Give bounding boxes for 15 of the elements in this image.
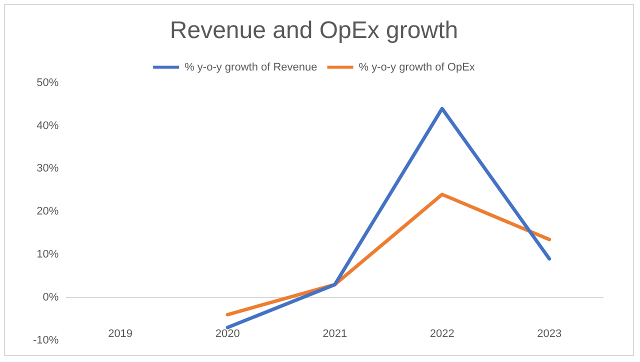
x-tick-label: 2021 [322, 328, 348, 340]
y-tick-label: 20% [36, 206, 59, 218]
x-tick-label: 2022 [430, 328, 454, 340]
x-tick-label: 2019 [108, 328, 133, 340]
legend-label: % y-o-y growth of Revenue [184, 61, 318, 74]
x-tick-label: 2020 [215, 328, 240, 340]
y-tick-label: 40% [36, 120, 59, 132]
y-tick-label: 30% [36, 162, 59, 175]
x-tick-label: 2023 [537, 328, 562, 340]
chart-title: Revenue and OpEx growth [170, 17, 458, 44]
y-tick-label: -10% [32, 334, 59, 346]
y-tick-label: 50% [36, 76, 59, 89]
y-tick-label: 0% [42, 292, 59, 304]
legend-label: % y-o-y growth of OpEx [358, 61, 476, 74]
y-tick-label: 10% [36, 248, 59, 261]
